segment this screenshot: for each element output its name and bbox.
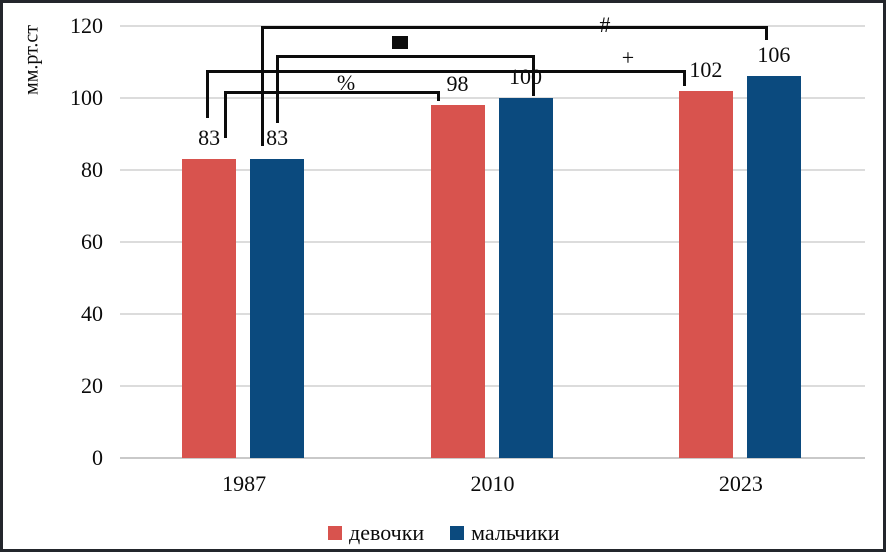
significance-label: % <box>336 70 356 95</box>
gridline <box>120 385 865 387</box>
bracket-right-drop <box>683 70 686 86</box>
y-tick-label: 80 <box>81 157 103 182</box>
filled-square-marker <box>392 35 408 49</box>
value-label: 98 <box>446 71 469 97</box>
bracket-left-drop <box>276 55 279 123</box>
bracket-left-drop <box>224 91 227 138</box>
legend-swatch-icon <box>328 526 342 540</box>
legend-item-девочки: девочки <box>328 521 424 545</box>
bracket-horizontal-line <box>224 91 440 94</box>
value-label: 83 <box>198 125 221 151</box>
bar-мальчики-2010 <box>498 98 553 458</box>
y-tick-label: 20 <box>81 373 103 398</box>
significance-label: + <box>621 45 635 70</box>
legend-label: мальчики <box>471 520 560 545</box>
y-tick-label: 0 <box>92 445 103 470</box>
legend-item-мальчики: мальчики <box>450 520 560 545</box>
value-label: 102 <box>689 56 723 82</box>
bracket-horizontal-line <box>261 26 768 29</box>
significance-label: # <box>599 12 611 37</box>
bracket-right-drop <box>437 91 440 101</box>
legend-label: девочки <box>349 520 425 545</box>
bracket-horizontal-line <box>276 55 535 58</box>
y-tick-label: 60 <box>81 229 103 254</box>
y-tick-label: 40 <box>81 301 103 326</box>
gridline <box>120 241 865 243</box>
y-tick-label: 120 <box>70 13 103 38</box>
value-label: 106 <box>757 42 791 68</box>
bar-девочки-1987 <box>182 159 237 458</box>
x-category-label: 2010 <box>470 471 515 496</box>
legend-swatch-icon <box>450 526 465 540</box>
bracket-left-drop <box>261 26 264 146</box>
bracket-right-drop <box>765 26 768 40</box>
x-axis-line <box>120 457 865 459</box>
bracket-right-drop <box>532 55 535 96</box>
x-category-label: 2023 <box>718 471 763 496</box>
bar-мальчики-1987 <box>250 159 305 458</box>
bracket-left-drop <box>206 70 209 118</box>
bracket-horizontal-line <box>206 70 686 73</box>
x-category-label: 1987 <box>222 471 267 496</box>
gridline <box>120 97 865 99</box>
y-axis-title: мм.рт.ст <box>20 25 43 95</box>
gridline <box>120 169 865 171</box>
value-label: 100 <box>509 64 542 89</box>
bar-мальчики-2023 <box>746 76 801 458</box>
bar-девочки-2010 <box>430 105 485 458</box>
bar-девочки-2023 <box>678 90 733 458</box>
y-tick-label: 100 <box>70 85 103 110</box>
legend: девочки мальчики <box>328 521 560 545</box>
value-label: 83 <box>266 125 289 151</box>
gridline <box>120 313 865 315</box>
